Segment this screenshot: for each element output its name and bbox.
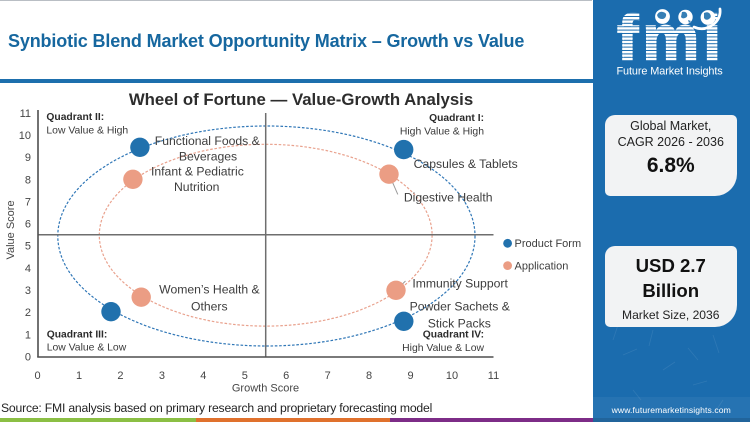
svg-text:1: 1	[76, 370, 82, 382]
svg-text:Powder Sachets &: Powder Sachets &	[410, 299, 510, 313]
svg-text:8: 8	[25, 174, 31, 186]
svg-text:Beverages: Beverages	[179, 150, 237, 164]
svg-text:10: 10	[19, 130, 31, 142]
svg-text:11: 11	[20, 108, 31, 120]
svg-text:0: 0	[25, 351, 31, 363]
svg-text:Capsules & Tablets: Capsules & Tablets	[414, 157, 518, 171]
svg-text:8: 8	[366, 370, 372, 382]
svg-text:6: 6	[283, 370, 289, 382]
svg-text:5: 5	[242, 370, 248, 382]
svg-text:Low Value & High: Low Value & High	[46, 126, 128, 137]
svg-text:Infant & Pediatric: Infant & Pediatric	[151, 164, 244, 178]
svg-text:11: 11	[488, 370, 499, 382]
svg-text:1: 1	[25, 329, 31, 341]
svg-text:0: 0	[34, 370, 40, 382]
svg-text:6: 6	[25, 219, 31, 231]
svg-text:4: 4	[200, 370, 206, 382]
svg-text:High Value & High: High Value & High	[400, 127, 484, 138]
svg-text:Women’s Health &: Women’s Health &	[159, 283, 259, 297]
svg-text:9: 9	[408, 370, 414, 382]
svg-text:Quadrant II:: Quadrant II:	[46, 112, 104, 123]
svg-text:Value Score: Value Score	[5, 200, 17, 259]
svg-text:Wheel of Fortune — Value-Growt: Wheel of Fortune — Value-Growth Analysis	[129, 90, 473, 109]
svg-text:4: 4	[25, 263, 31, 275]
svg-text:Future Market Insights: Future Market Insights	[616, 66, 723, 78]
svg-text:Application: Application	[515, 261, 569, 273]
svg-text:3: 3	[159, 370, 165, 382]
svg-text:2: 2	[117, 370, 123, 382]
svg-text:Quadrant IV:: Quadrant IV:	[423, 330, 484, 341]
svg-text:10: 10	[446, 370, 458, 382]
svg-text:Quadrant III:: Quadrant III:	[47, 330, 108, 341]
svg-text:Others: Others	[191, 299, 228, 313]
svg-text:High Value & Low: High Value & Low	[402, 343, 484, 354]
svg-text:9: 9	[25, 152, 31, 164]
svg-text:3: 3	[25, 285, 31, 297]
svg-text:Growth Score: Growth Score	[232, 383, 299, 395]
svg-text:Low Value & Low: Low Value & Low	[47, 342, 127, 353]
svg-text:7: 7	[325, 370, 331, 382]
svg-text:5: 5	[25, 241, 31, 253]
svg-text:Digestive Health: Digestive Health	[404, 191, 493, 205]
svg-text:Product Form: Product Form	[515, 238, 582, 250]
svg-text:Stick Packs: Stick Packs	[428, 317, 491, 331]
svg-text:2: 2	[25, 307, 31, 319]
svg-text:Nutrition: Nutrition	[174, 180, 219, 194]
svg-text:Functional Foods &: Functional Foods &	[155, 134, 260, 148]
svg-text:Quadrant I:: Quadrant I:	[429, 113, 484, 124]
svg-text:Immunity Support: Immunity Support	[412, 276, 508, 290]
svg-text:7: 7	[25, 196, 31, 208]
